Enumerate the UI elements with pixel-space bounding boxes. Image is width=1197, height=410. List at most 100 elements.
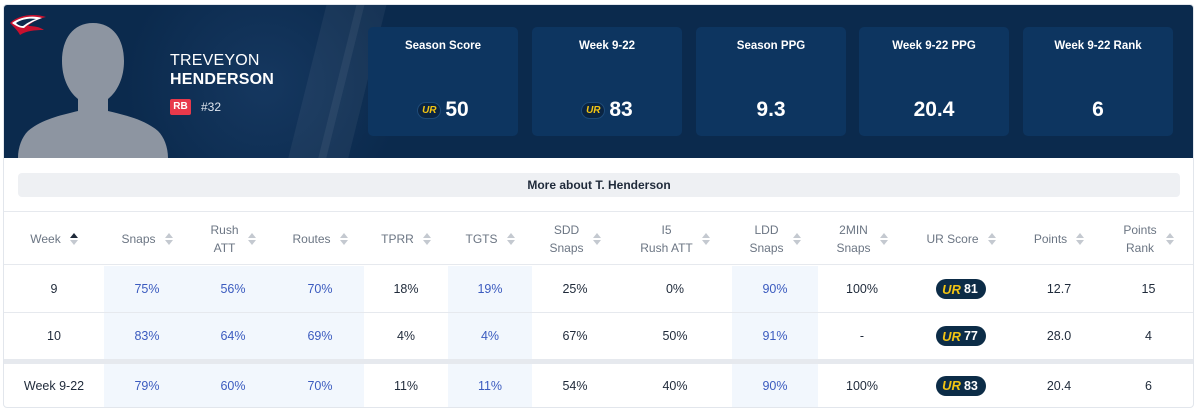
header-label-line1: LDD — [754, 223, 779, 237]
ur-logo-icon: UR — [942, 281, 961, 297]
ur-logo-icon: UR — [581, 101, 606, 119]
ur-logo-icon: UR — [417, 101, 442, 119]
header-label: 2MIN Snaps — [836, 221, 870, 257]
header-label: Points — [1034, 230, 1067, 248]
sort-arrows-icon[interactable] — [879, 233, 888, 245]
stat-week-rank: Week 9-22 Rank 6 — [1023, 27, 1173, 136]
sort-arrows-icon[interactable] — [701, 233, 710, 245]
cell-ur-score: UR 81 — [906, 266, 1016, 312]
cell-snaps: 83% — [104, 313, 190, 359]
header-col-rush-att[interactable]: Rush ATT — [190, 212, 276, 266]
header-label-line1: 2MIN — [839, 223, 868, 237]
header-label-line2: Snaps — [549, 241, 584, 255]
header-col-routes[interactable]: Routes — [276, 212, 364, 266]
cell-ur-score: UR 83 — [906, 364, 1016, 407]
cell-sdd-snaps: 54% — [562, 378, 588, 393]
header-label: Points Rank — [1123, 221, 1156, 257]
header-label: LDD Snaps — [749, 221, 783, 257]
sort-arrows-icon[interactable] — [592, 233, 601, 245]
header-col-ur-score[interactable]: UR Score — [906, 212, 1016, 266]
cell-ldd-snaps: 90% — [732, 364, 818, 407]
header-label-line1: Snaps — [121, 232, 156, 246]
header-label-line1: Rush — [210, 223, 239, 237]
sort-arrows-icon[interactable] — [339, 233, 348, 245]
cell-2min-snaps: 100% — [846, 378, 878, 393]
sort-arrows-icon[interactable] — [1076, 233, 1085, 245]
header-col-points-rank[interactable]: Points Rank — [1102, 212, 1193, 266]
sort-arrows-icon[interactable] — [422, 233, 431, 245]
stat-value: 83 — [609, 98, 633, 121]
player-header: TREVEYON HENDERSON RB #32 Season Score U… — [4, 5, 1193, 158]
header-col-snaps[interactable]: Snaps — [104, 212, 190, 266]
cell-i5-rush-att: 0% — [665, 282, 685, 296]
cell-tprr: 11% — [393, 378, 419, 393]
player-card: TREVEYON HENDERSON RB #32 Season Score U… — [3, 4, 1194, 408]
cell-tprr: 4% — [396, 329, 416, 343]
header-col-ldd-snaps[interactable]: LDD Snaps — [732, 212, 818, 266]
stat-label: Week 9-22 Rank — [1054, 40, 1142, 52]
cell-sdd-snaps: 25% — [562, 282, 588, 296]
cell-rush-att: 56% — [190, 266, 276, 312]
header-label-line1: Week — [30, 232, 61, 246]
sort-arrows-icon[interactable] — [506, 233, 515, 245]
stat-value: 9.3 — [756, 98, 786, 121]
player-first-name: TREVEYON — [170, 52, 260, 69]
ur-score-value: 83 — [963, 378, 978, 393]
sort-arrows-icon[interactable] — [1165, 233, 1174, 245]
cell-tgts: 4% — [448, 313, 532, 359]
header-col-tgts[interactable]: TGTS — [448, 212, 532, 266]
cell-snaps: 79% — [104, 364, 190, 407]
jersey-number: #32 — [201, 100, 222, 114]
cell-rush-att: 64% — [190, 313, 276, 359]
header-label: Snaps — [121, 230, 155, 248]
sort-arrows-icon[interactable] — [987, 233, 996, 245]
stat-season-ppg: Season PPG 9.3 — [696, 27, 846, 136]
cell-ldd-snaps: 90% — [732, 266, 818, 312]
patriots-logo-icon — [10, 15, 46, 35]
ur-logo-icon: UR — [942, 328, 961, 344]
header-label-line1: Points — [1123, 223, 1157, 237]
stat-value: 50 — [445, 98, 469, 121]
cell-routes: 70% — [276, 364, 364, 407]
header-label: TGTS — [466, 230, 498, 248]
sort-arrows-icon[interactable] — [69, 233, 78, 245]
header-col-2min-snaps[interactable]: 2MIN Snaps — [818, 212, 906, 266]
cell-week: 9 — [50, 282, 58, 296]
stat-label: Week 9-22 PPG — [892, 40, 976, 52]
stat-season-score: Season Score UR 50 — [368, 27, 518, 136]
header-label-line1: TPRR — [381, 232, 414, 246]
header-label-line2: Rank — [1125, 241, 1154, 255]
cell-routes: 70% — [276, 266, 364, 312]
header-label-line1: I5 — [661, 223, 672, 237]
cell-routes: 69% — [276, 313, 364, 359]
stat-value: 6 — [1092, 98, 1104, 121]
header-label-line2: ATT — [213, 241, 236, 255]
stat-label: Week 9-22 — [578, 40, 636, 52]
cell-ur-score: UR 77 — [906, 313, 1016, 359]
cell-ldd-snaps: 91% — [732, 313, 818, 359]
header-glow — [124, 5, 404, 158]
position-badge: RB — [170, 99, 191, 115]
sort-arrows-icon[interactable] — [164, 233, 173, 245]
header-label: Rush ATT — [210, 221, 238, 257]
stat-week-ppg: Week 9-22 PPG 20.4 — [859, 27, 1009, 136]
header-col-points[interactable]: Points — [1016, 212, 1102, 266]
header-label: UR Score — [926, 230, 978, 248]
cell-tgts: 11% — [448, 364, 532, 407]
header-label: TPRR — [381, 230, 414, 248]
header-label: Week — [30, 230, 60, 248]
cell-points-rank: 4 — [1145, 329, 1152, 343]
ur-logo-icon: UR — [942, 378, 961, 393]
header-col-i5-rush-att[interactable]: I5 Rush ATT — [618, 212, 732, 266]
sort-arrows-icon[interactable] — [792, 233, 801, 245]
stat-label: Season PPG — [736, 40, 806, 52]
sort-arrows-icon[interactable] — [247, 233, 256, 245]
header-label-line2: Rush ATT — [640, 241, 693, 255]
cell-points: 12.7 — [1046, 282, 1072, 296]
header-col-tprr[interactable]: TPRR — [364, 212, 448, 266]
cell-week: 10 — [47, 329, 61, 343]
header-col-week[interactable]: Week — [4, 212, 104, 266]
header-col-sdd-snaps[interactable]: SDD Snaps — [532, 212, 618, 266]
cell-sdd-snaps: 67% — [562, 329, 588, 343]
more-about-button[interactable]: More about T. Henderson — [18, 173, 1180, 197]
